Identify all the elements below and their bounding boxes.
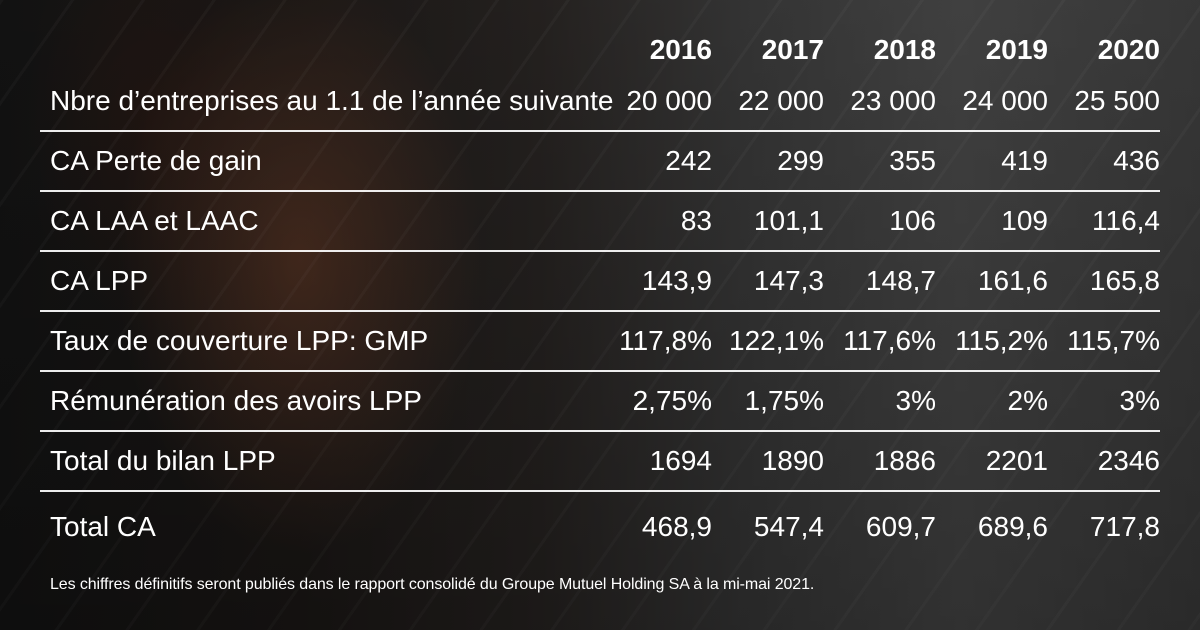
- year-header: 2016: [649, 34, 712, 65]
- row-value: 717,8: [1089, 511, 1160, 542]
- table-row: Rémunération des avoirs LPP 2,75% 1,75% …: [40, 371, 1160, 432]
- row-value: 117,6%: [824, 311, 936, 372]
- row-value: 148,7: [824, 251, 936, 312]
- year-header: 2020: [1097, 34, 1160, 65]
- row-label: Nbre d’entreprises au 1.1 de l’année sui…: [40, 72, 613, 132]
- row-value: 143,9: [600, 251, 712, 312]
- row-value: 689,6: [977, 511, 1048, 542]
- row-value: 419: [936, 131, 1048, 192]
- row-value: 116,4: [1048, 191, 1160, 252]
- table-row: CA Perte de gain 242 299 355 419 436: [40, 131, 1160, 192]
- row-value: 355: [824, 131, 936, 192]
- row-value: 299: [712, 131, 824, 192]
- row-value: 3%: [1048, 371, 1160, 432]
- row-value: 106: [824, 191, 936, 252]
- row-value: 25 500: [1048, 72, 1160, 132]
- row-value: 165,8: [1048, 251, 1160, 312]
- row-value: 147,3: [712, 251, 824, 312]
- row-value: 1890: [712, 431, 824, 492]
- row-value: 1,75%: [712, 371, 824, 432]
- row-value: 468,9: [641, 511, 712, 542]
- row-value: 109: [936, 191, 1048, 252]
- total-row: Total CA 468,9 547,4 609,7 689,6 717,8: [40, 491, 1160, 562]
- row-value: 115,7%: [1048, 311, 1160, 372]
- row-label: Rémunération des avoirs LPP: [40, 371, 600, 432]
- financial-table: 2016 2017 2018 2019 2020 Nbre d’entrepri…: [40, 28, 1160, 562]
- row-value: 122,1%: [712, 311, 824, 372]
- row-value: 436: [1048, 131, 1160, 192]
- header-label-cell: [40, 28, 600, 72]
- table-row: Taux de couverture LPP: GMP 117,8% 122,1…: [40, 311, 1160, 372]
- row-label: CA LPP: [40, 251, 600, 312]
- row-value: 22 000: [712, 72, 824, 132]
- row-value: 2%: [936, 371, 1048, 432]
- table-row: Nbre d’entreprises au 1.1 de l’année sui…: [40, 72, 1160, 132]
- row-value: 83: [600, 191, 712, 252]
- year-header: 2019: [985, 34, 1048, 65]
- row-value: 609,7: [865, 511, 936, 542]
- row-label: CA LAA et LAAC: [40, 191, 600, 252]
- row-value: 1694: [600, 431, 712, 492]
- row-value: 2,75%: [600, 371, 712, 432]
- row-value: 23 000: [824, 72, 936, 132]
- row-value: 1886: [824, 431, 936, 492]
- financial-table-container: 2016 2017 2018 2019 2020 Nbre d’entrepri…: [40, 28, 1160, 562]
- row-label: Total CA: [50, 511, 156, 542]
- table-row: CA LPP 143,9 147,3 148,7 161,6 165,8: [40, 251, 1160, 312]
- table-row: CA LAA et LAAC 83 101,1 106 109 116,4: [40, 191, 1160, 252]
- row-value: 101,1: [712, 191, 824, 252]
- row-value: 117,8%: [600, 311, 712, 372]
- row-value: 20 000: [600, 72, 712, 132]
- row-value: 24 000: [936, 72, 1048, 132]
- row-value: 3%: [824, 371, 936, 432]
- table-row: Total du bilan LPP 1694 1890 1886 2201 2…: [40, 431, 1160, 492]
- row-value: 547,4: [753, 511, 824, 542]
- year-header: 2018: [873, 34, 936, 65]
- row-label: CA Perte de gain: [40, 131, 600, 192]
- row-label: Taux de couverture LPP: GMP: [40, 311, 600, 372]
- footnote: Les chiffres définitifs seront publiés d…: [50, 576, 815, 593]
- year-header: 2017: [761, 34, 824, 65]
- row-label: Total du bilan LPP: [40, 431, 600, 492]
- row-value: 242: [600, 131, 712, 192]
- row-value: 161,6: [936, 251, 1048, 312]
- row-value: 2346: [1048, 431, 1160, 492]
- row-value: 115,2%: [936, 311, 1048, 372]
- row-value: 2201: [936, 431, 1048, 492]
- year-header-row: 2016 2017 2018 2019 2020: [40, 28, 1160, 72]
